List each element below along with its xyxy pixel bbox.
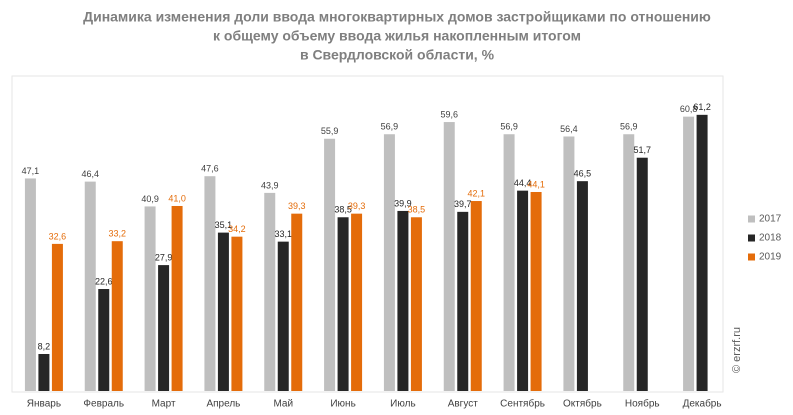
value-label: 46,5 [574, 169, 592, 179]
value-label: 59,6 [440, 109, 458, 119]
chart-title: к общему объему ввода жилья накопленным … [213, 28, 581, 44]
value-label: 39,9 [394, 198, 412, 208]
bar [457, 211, 469, 391]
value-label: 39,3 [348, 201, 366, 211]
value-label: 38,5 [334, 205, 352, 215]
bar [264, 192, 276, 391]
x-tick-label: Январь [27, 399, 61, 410]
legend-label: 2017 [759, 214, 782, 225]
value-label: 40,9 [141, 194, 159, 204]
bar [696, 114, 708, 392]
x-tick-label: Декабрь [683, 398, 722, 410]
bar [470, 201, 482, 391]
legend-swatch [748, 215, 755, 223]
bar [277, 241, 289, 391]
value-label: 35,1 [215, 220, 233, 230]
legend-label: 2018 [759, 233, 782, 244]
value-label: 43,9 [261, 180, 279, 190]
chart-title: Динамика изменения доли ввода многокварт… [83, 9, 711, 25]
value-label: 38,5 [408, 205, 426, 215]
x-tick-label: Сентябрь [500, 398, 545, 410]
bar [111, 241, 123, 391]
value-label: 27,9 [155, 252, 173, 262]
bar [38, 353, 50, 391]
bar [623, 134, 635, 391]
bar [683, 116, 695, 391]
bar [217, 232, 229, 391]
bar [24, 178, 36, 391]
value-label: 56,9 [381, 122, 399, 132]
x-tick-label: Август [448, 399, 479, 410]
x-tick-label: Октябрь [563, 398, 602, 410]
legend-swatch [748, 234, 755, 242]
bar [397, 210, 409, 391]
value-label: 51,7 [633, 145, 651, 155]
bar [51, 243, 63, 391]
x-tick-label: Май [273, 399, 293, 410]
value-label: 55,9 [321, 126, 339, 136]
value-label: 60,8 [680, 104, 698, 114]
bar [84, 181, 96, 391]
plot-frame [11, 75, 724, 393]
bar [383, 134, 395, 391]
value-label: 33,1 [274, 229, 292, 239]
value-label: 34,2 [228, 224, 246, 234]
bar [636, 157, 648, 391]
bar [158, 265, 170, 391]
bar [576, 181, 588, 391]
value-label: 47,1 [22, 166, 40, 176]
legend-label: 2019 [759, 252, 782, 263]
value-label: 22,6 [95, 276, 113, 286]
bar [144, 206, 156, 391]
value-label: 47,6 [201, 164, 219, 174]
value-label: 56,4 [560, 124, 578, 134]
value-label: 32,6 [49, 231, 67, 241]
bar [291, 213, 303, 391]
bar [171, 205, 183, 391]
watermark: © erzrf.ru [731, 327, 743, 373]
bar [410, 217, 422, 391]
x-tick-label: Июль [390, 399, 416, 410]
value-label: 33,2 [108, 229, 126, 239]
bar [517, 190, 529, 391]
value-label: 56,9 [620, 122, 638, 132]
value-label: 44,1 [527, 179, 545, 189]
x-tick-label: Апрель [206, 399, 240, 410]
bar [231, 236, 243, 391]
x-tick-label: Март [152, 399, 176, 410]
value-label: 61,2 [693, 102, 711, 112]
bar [337, 217, 349, 391]
x-tick-label: Июнь [330, 399, 355, 410]
bar [351, 213, 363, 391]
bar [503, 134, 515, 391]
value-label: 44,4 [514, 178, 532, 188]
value-label: 42,1 [467, 188, 485, 198]
legend-swatch [748, 253, 755, 261]
value-label: 8,2 [38, 341, 51, 351]
chart-title: в Свердловской области, % [300, 47, 495, 63]
x-tick-label: Ноябрь [625, 398, 660, 410]
x-tick-label: Февраль [83, 399, 124, 410]
value-label: 41,0 [168, 193, 186, 203]
value-label: 46,4 [81, 169, 99, 179]
bar [563, 136, 575, 391]
bar [324, 138, 336, 391]
bar [98, 289, 110, 391]
value-label: 39,7 [454, 199, 472, 209]
bar [530, 191, 542, 391]
bar [204, 176, 216, 391]
value-label: 56,9 [500, 122, 518, 132]
value-label: 39,3 [288, 201, 306, 211]
bar [443, 122, 455, 392]
